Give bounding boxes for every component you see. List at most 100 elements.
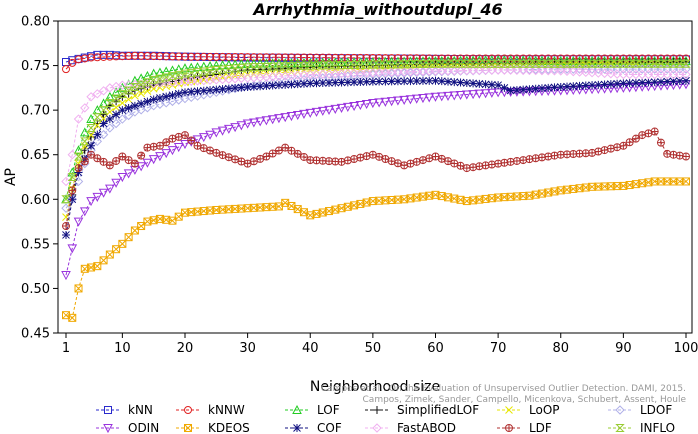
data-point-cof (93, 130, 102, 139)
data-point-cof (155, 94, 164, 103)
data-point-odin (342, 102, 353, 112)
data-point-ldof (681, 64, 691, 74)
data-point-lof (180, 63, 190, 73)
data-point-cof (331, 78, 340, 87)
data-point-ldof (624, 64, 635, 74)
data-point-ldof (98, 129, 109, 140)
x-tick-label: 50 (365, 341, 382, 356)
data-point-cof (619, 79, 628, 88)
data-point-cof (362, 77, 371, 86)
data-point-ldof (518, 64, 528, 75)
legend-label: SimplifiedLOF (397, 403, 479, 417)
data-point-fastabod (505, 65, 516, 75)
data-point-inflo (123, 86, 134, 95)
data-point-inflo (649, 59, 660, 68)
data-point-fastabod (549, 66, 560, 76)
data-point-fastabod (637, 69, 647, 80)
data-point-knnw (118, 52, 127, 61)
data-point-kdeos (118, 239, 127, 248)
data-point-ldf (143, 143, 152, 152)
x-tick-label: 1 (62, 341, 70, 356)
data-point-inflo (343, 61, 353, 70)
data-point-inflo (418, 59, 428, 68)
data-point-cof (124, 104, 133, 113)
data-point-inflo (349, 60, 359, 69)
data-point-ldof (631, 64, 641, 74)
series-line-odin (65, 83, 687, 276)
data-point-cof (588, 81, 597, 90)
data-point-cof (525, 85, 534, 94)
data-point-ldof (618, 64, 629, 74)
legend-item-ldof: LDOF (608, 403, 672, 417)
data-point-cof (381, 77, 390, 86)
data-point-odin (98, 188, 109, 198)
data-point-odin (436, 92, 447, 102)
data-point-ldf (68, 186, 77, 195)
data-point-inflo (562, 59, 572, 68)
x-tick-label: 70 (490, 341, 507, 356)
data-point-knnw (93, 53, 102, 62)
data-point-odin (123, 169, 134, 179)
data-point-inflo (505, 59, 516, 68)
data-point-ldf (469, 163, 478, 172)
data-point-knnw (287, 53, 296, 62)
data-point-cof (174, 89, 183, 98)
data-point-cof (268, 81, 277, 90)
data-point-ldf (99, 157, 108, 166)
data-point-odin (236, 121, 247, 131)
data-point-knnw (299, 53, 308, 62)
data-point-inflo (142, 78, 153, 87)
data-point-inflo (386, 60, 397, 69)
data-point-cof (675, 76, 684, 85)
data-point-cof (556, 82, 565, 91)
data-point-inflo (186, 68, 196, 77)
data-point-inflo (86, 123, 96, 132)
data-point-ldf (625, 138, 634, 147)
data-point-inflo (217, 65, 228, 74)
data-point-lof (167, 65, 178, 75)
data-point-ldf (481, 161, 490, 170)
data-point-loop (131, 92, 139, 100)
data-point-fastabod (336, 68, 347, 79)
data-point-inflo (543, 59, 553, 68)
data-point-odin (286, 112, 297, 122)
legend-label: kNN (128, 403, 153, 417)
data-point-inflo (299, 61, 309, 70)
y-tick-label: 0.50 (21, 282, 50, 297)
data-point-fastabod (568, 66, 578, 77)
legend-label: LOF (317, 403, 340, 417)
data-point-fastabod (668, 69, 679, 80)
data-point-inflo (549, 59, 560, 68)
data-point-fastabod (468, 65, 478, 76)
data-point-fastabod (656, 69, 666, 80)
legend-item-fastabod: FastABOD (365, 421, 456, 434)
data-point-cof (206, 86, 215, 95)
data-point-ldf (512, 156, 521, 165)
legend-marker-cof (293, 424, 301, 432)
data-point-odin (255, 117, 265, 127)
data-point-inflo (568, 59, 578, 68)
data-point-ldf (613, 143, 622, 152)
data-point-inflo (524, 59, 535, 68)
citation-line-1: Campos et al.: On the Evaluation of Unsu… (321, 384, 686, 394)
data-point-cof (569, 82, 578, 91)
data-point-odin (261, 116, 272, 126)
data-point-lof (73, 145, 84, 155)
data-point-ldf (299, 152, 308, 161)
data-point-cof (337, 78, 346, 87)
data-point-inflo (380, 60, 391, 69)
data-point-odin (67, 244, 78, 254)
data-point-fastabod (80, 103, 90, 113)
data-point-fastabod (474, 65, 485, 76)
data-point-odin (105, 184, 115, 194)
data-point-fastabod (318, 69, 328, 79)
data-point-cof (450, 78, 459, 87)
data-point-odin (480, 89, 491, 99)
data-point-knnw (124, 51, 133, 60)
data-point-inflo (242, 63, 253, 72)
data-point-ldf (550, 151, 559, 160)
data-point-fastabod (374, 67, 384, 78)
data-point-fastabod (512, 65, 522, 76)
data-point-loop (118, 99, 127, 107)
data-point-knnw (268, 53, 277, 62)
